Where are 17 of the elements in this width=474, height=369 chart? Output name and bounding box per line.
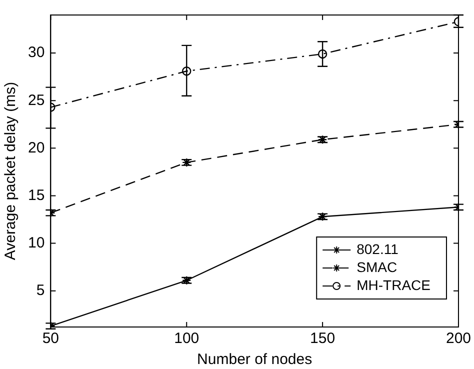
point (182, 66, 192, 76)
y-tick-label: 20 (28, 139, 45, 156)
x-axis-title: Number of nodes (197, 351, 312, 368)
y-axis-title: Average packet delay (ms) (2, 82, 20, 260)
y-tick-label: 10 (28, 234, 45, 252)
legend-label: 802.11 (356, 240, 399, 257)
y-tick-label: 5 (36, 282, 45, 299)
legend-label: MH-TRACE (356, 276, 430, 293)
x-tick-label: 100 (174, 330, 200, 348)
point (318, 49, 328, 59)
x-tick-label: 150 (310, 330, 336, 348)
y-tick-label: 30 (28, 44, 45, 62)
x-tick-label: 200 (446, 330, 471, 348)
legend-label: SMAC (356, 258, 398, 275)
y-tick-label: 15 (28, 186, 45, 204)
x-tick-label: 50 (42, 330, 60, 348)
y-tick-label: 25 (28, 92, 45, 109)
